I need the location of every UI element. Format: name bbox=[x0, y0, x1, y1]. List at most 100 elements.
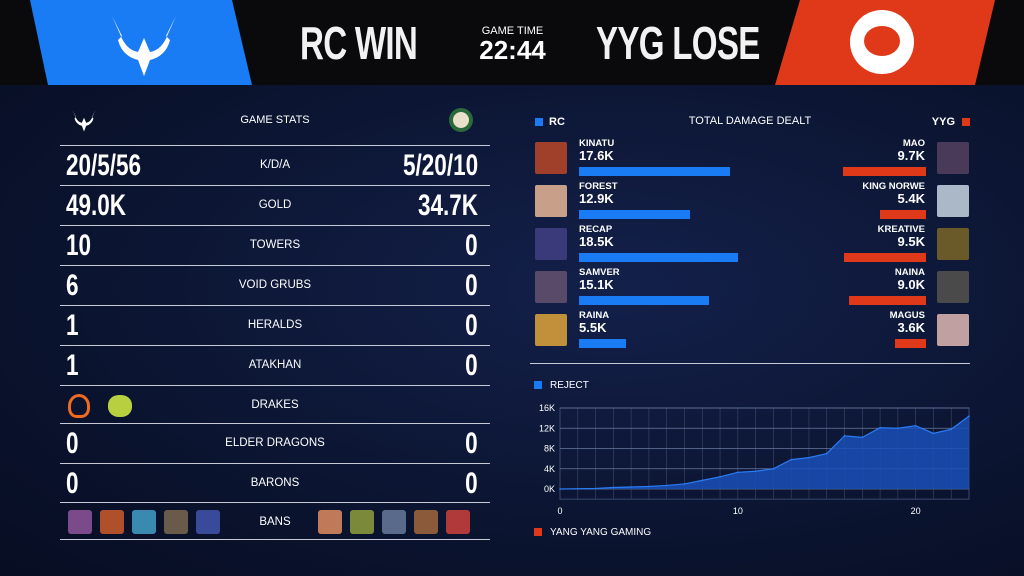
infernal-drake-icon bbox=[68, 394, 90, 418]
stat-right-value: 0 bbox=[465, 269, 478, 302]
ban-portrait-left bbox=[68, 510, 92, 534]
stat-row-elder-dragons: 0 ELDER DRAGONS 0 bbox=[60, 424, 490, 464]
player-name: MAO bbox=[902, 138, 925, 149]
stat-right-value: 0 bbox=[465, 467, 478, 500]
gold-point bbox=[861, 436, 864, 439]
damage-bar bbox=[879, 210, 926, 219]
damage-bar bbox=[848, 296, 926, 305]
player-name: SAMVER bbox=[579, 267, 620, 278]
rc-color-swatch bbox=[535, 118, 543, 126]
stat-left-value: 0 bbox=[66, 467, 79, 500]
stat-left-value: 6 bbox=[66, 269, 79, 302]
gold-point bbox=[719, 476, 721, 478]
player-name: KING NORWE bbox=[862, 181, 925, 192]
game-time: 22:44 bbox=[479, 35, 546, 65]
champion-portrait bbox=[937, 271, 969, 303]
player-name: KREATIVE bbox=[877, 224, 925, 235]
gold-point bbox=[825, 452, 828, 455]
gold-point bbox=[559, 488, 561, 490]
gold-point bbox=[843, 435, 846, 437]
champion-portrait bbox=[937, 228, 969, 260]
stat-label: TOWERS bbox=[249, 239, 301, 251]
player-name: NAINA bbox=[894, 267, 925, 278]
gold-area bbox=[560, 416, 969, 489]
ban-portrait-right bbox=[350, 510, 374, 534]
x-tick-label: 20 bbox=[911, 506, 921, 516]
gold-point bbox=[665, 484, 668, 487]
damage-value: 15.1K bbox=[579, 277, 614, 292]
ban-portrait-right bbox=[318, 510, 342, 534]
damage-bar bbox=[579, 253, 738, 262]
damage-value: 5.4K bbox=[897, 191, 925, 206]
gold-point bbox=[914, 424, 917, 427]
champion-portrait bbox=[535, 185, 567, 217]
gold-point bbox=[790, 458, 792, 461]
damage-bar bbox=[579, 167, 731, 176]
stat-right-value: 0 bbox=[465, 309, 478, 342]
stat-row-gold: 49.0K GOLD 34.7K bbox=[60, 186, 490, 226]
y-tick-label: 0K bbox=[544, 484, 555, 494]
right-result: YYG LOSE bbox=[596, 17, 760, 69]
ban-portrait-left bbox=[132, 510, 156, 534]
gold-point bbox=[808, 456, 810, 459]
gold-point bbox=[754, 470, 757, 473]
gold-point bbox=[737, 471, 739, 474]
damage-value: 3.6K bbox=[897, 320, 925, 335]
stat-label: HERALDS bbox=[247, 319, 303, 331]
gold-point bbox=[772, 467, 775, 470]
damage-value: 9.5K bbox=[897, 234, 925, 249]
stat-label: VOID GRUBS bbox=[238, 279, 312, 291]
stat-row-void-grubs: 6 VOID GRUBS 0 bbox=[60, 266, 490, 306]
game-stats-title: GAME STATS bbox=[240, 114, 310, 126]
player-name: KINATU bbox=[579, 138, 615, 149]
damage-value: 9.0K bbox=[897, 277, 925, 292]
legend-swatch-yyg bbox=[534, 528, 542, 536]
legend-swatch-reject bbox=[534, 381, 542, 389]
stat-row-atakhan: 1 ATAKHAN 0 bbox=[60, 346, 490, 386]
stat-left-value: 1 bbox=[66, 309, 79, 342]
stat-label: BARONS bbox=[250, 477, 300, 489]
ban-portrait-left bbox=[196, 510, 220, 534]
stat-row-barons: 0 BARONS 0 bbox=[60, 464, 490, 503]
player-name: RECAP bbox=[579, 224, 613, 235]
stat-row-bans: BANS bbox=[60, 503, 490, 540]
damage-bar bbox=[579, 296, 709, 305]
gold-line bbox=[559, 415, 970, 490]
gold-point bbox=[897, 427, 899, 430]
y-tick-label: 16K bbox=[539, 403, 555, 413]
stat-row-towers: 10 TOWERS 0 bbox=[60, 226, 490, 266]
chemtech-drake-icon bbox=[108, 395, 132, 417]
gold-point bbox=[648, 485, 650, 488]
yyg-small-logo-icon bbox=[449, 108, 473, 132]
stat-right-value: 0 bbox=[465, 427, 478, 460]
gold-point bbox=[950, 428, 953, 431]
damage-bar bbox=[895, 339, 926, 348]
legend-label-yyg: YANG YANG GAMING bbox=[550, 527, 652, 538]
stat-left-value: 10 bbox=[66, 229, 92, 262]
stat-right-value: 34.7K bbox=[417, 189, 478, 222]
stat-right-value: 0 bbox=[465, 229, 478, 262]
champion-portrait bbox=[937, 185, 969, 217]
ban-portrait-right bbox=[382, 510, 406, 534]
damage-value: 5.5K bbox=[579, 320, 607, 335]
x-tick-label: 0 bbox=[557, 506, 562, 516]
game-time-label: GAME TIME bbox=[481, 25, 544, 37]
left-result: RC WIN bbox=[300, 17, 418, 69]
ban-portrait-left bbox=[100, 510, 124, 534]
yyg-color-swatch bbox=[962, 118, 970, 126]
stat-label: ELDER DRAGONS bbox=[225, 437, 325, 449]
damage-value: 18.5K bbox=[579, 234, 614, 249]
damage-value: 12.9K bbox=[579, 191, 614, 206]
stat-left-value: 1 bbox=[66, 349, 79, 382]
stat-right-value: 5/20/10 bbox=[402, 149, 478, 182]
ban-portrait-left bbox=[164, 510, 188, 534]
stat-row-heralds: 1 HERALDS 0 bbox=[60, 306, 490, 346]
gold-point bbox=[683, 483, 686, 485]
damage-bar bbox=[844, 253, 926, 262]
gold-point bbox=[612, 486, 615, 489]
gold-point bbox=[879, 426, 881, 429]
damage-value: 17.6K bbox=[579, 148, 614, 163]
champion-portrait bbox=[937, 314, 969, 346]
header-bar: RC WIN GAME TIME 22:44 YYG LOSE bbox=[0, 0, 1024, 85]
legend-label-reject: REJECT bbox=[550, 380, 589, 391]
